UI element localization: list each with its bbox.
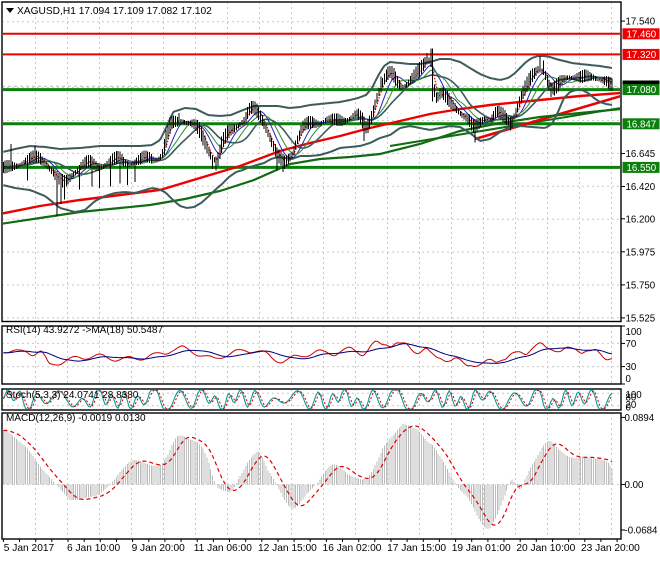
- svg-text:15.975: 15.975: [626, 247, 656, 258]
- svg-text:16.645: 16.645: [626, 149, 656, 160]
- svg-text:5 Jan 2017: 5 Jan 2017: [4, 543, 55, 554]
- svg-text:100: 100: [626, 327, 643, 338]
- svg-text:17 Jan 15:00: 17 Jan 15:00: [387, 543, 446, 554]
- svg-text:17.460: 17.460: [627, 29, 657, 40]
- svg-text:RSI(14) 43.9272 ->MA(18) 50.5: RSI(14) 43.9272 ->MA(18) 50.5487: [6, 325, 163, 336]
- svg-text:20: 20: [626, 400, 637, 411]
- svg-text:20 Jan 10:00: 20 Jan 10:00: [516, 543, 575, 554]
- svg-text:16.847: 16.847: [627, 119, 657, 130]
- svg-text:XAGUSD,H1 17.094 17.109 17.08: XAGUSD,H1 17.094 17.109 17.082 17.102: [17, 6, 212, 17]
- svg-text:17.080: 17.080: [627, 85, 657, 96]
- svg-text:MACD(12,26,9) -0.0019 0.0130: MACD(12,26,9) -0.0019 0.0130: [6, 413, 146, 424]
- svg-text:16.200: 16.200: [626, 214, 656, 225]
- svg-text:Stoch(5,3,3) 24.0741 28.8380: Stoch(5,3,3) 24.0741 28.8380: [6, 390, 139, 401]
- svg-text:9 Jan 20:00: 9 Jan 20:00: [132, 543, 186, 554]
- svg-text:11 Jan 06:00: 11 Jan 06:00: [194, 543, 252, 554]
- svg-text:15.750: 15.750: [626, 280, 656, 291]
- svg-text:16.420: 16.420: [626, 182, 656, 193]
- svg-text:15.525: 15.525: [626, 313, 656, 324]
- svg-text:100: 100: [626, 390, 643, 401]
- svg-text:16.550: 16.550: [627, 163, 657, 174]
- svg-text:6 Jan 10:00: 6 Jan 10:00: [67, 543, 121, 554]
- svg-text:16 Jan 02:00: 16 Jan 02:00: [323, 543, 382, 554]
- svg-text:-0.0684: -0.0684: [625, 526, 658, 537]
- svg-text:12 Jan 15:00: 12 Jan 15:00: [258, 543, 317, 554]
- svg-text:17.320: 17.320: [627, 50, 657, 61]
- svg-text:0.0894: 0.0894: [625, 413, 655, 424]
- svg-text:0.00: 0.00: [625, 480, 644, 491]
- svg-text:17.540: 17.540: [626, 17, 656, 28]
- svg-text:23 Jan 20:00: 23 Jan 20:00: [581, 543, 640, 554]
- svg-text:0: 0: [626, 403, 632, 414]
- svg-text:19 Jan 01:00: 19 Jan 01:00: [452, 543, 511, 554]
- svg-text:0: 0: [626, 374, 632, 385]
- svg-text:30: 30: [626, 362, 637, 373]
- svg-text:70: 70: [626, 339, 637, 350]
- svg-text:80: 80: [626, 393, 637, 404]
